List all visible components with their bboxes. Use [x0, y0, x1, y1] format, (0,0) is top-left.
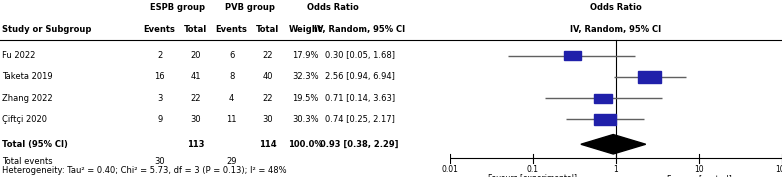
Text: Çiftçi 2020: Çiftçi 2020 [2, 115, 47, 124]
Text: 8: 8 [229, 73, 235, 81]
Text: 1: 1 [613, 165, 619, 174]
Text: 0.30 [0.05, 1.68]: 0.30 [0.05, 1.68] [325, 51, 395, 60]
Text: Favours [experimental]: Favours [experimental] [488, 174, 577, 177]
Polygon shape [581, 135, 646, 154]
FancyBboxPatch shape [564, 51, 581, 60]
Text: Odds Ratio: Odds Ratio [590, 4, 642, 12]
Text: 30.3%: 30.3% [292, 115, 319, 124]
Text: 114: 114 [259, 140, 276, 149]
Text: Weight: Weight [289, 25, 323, 34]
Text: 30: 30 [190, 115, 201, 124]
FancyBboxPatch shape [594, 94, 612, 103]
Text: 2: 2 [157, 51, 162, 60]
Text: PVB group: PVB group [224, 4, 274, 12]
Text: Total: Total [256, 25, 279, 34]
Text: 20: 20 [190, 51, 201, 60]
Text: Events: Events [144, 25, 176, 34]
Text: 30: 30 [154, 157, 165, 165]
Text: 16: 16 [154, 73, 165, 81]
Text: Events: Events [216, 25, 248, 34]
Text: Taketa 2019: Taketa 2019 [2, 73, 53, 81]
Text: 22: 22 [262, 51, 273, 60]
Text: 6: 6 [229, 51, 235, 60]
Text: 113: 113 [187, 140, 204, 149]
Text: 0.01: 0.01 [441, 165, 458, 174]
Text: Study or Subgroup: Study or Subgroup [2, 25, 91, 34]
Text: 17.9%: 17.9% [292, 51, 319, 60]
Text: 41: 41 [190, 73, 201, 81]
Text: 0.71 [0.14, 3.63]: 0.71 [0.14, 3.63] [325, 94, 395, 103]
Text: ESPB group: ESPB group [150, 4, 205, 12]
Text: 40: 40 [262, 73, 273, 81]
FancyBboxPatch shape [594, 113, 616, 125]
Text: Favours [control]: Favours [control] [666, 174, 731, 177]
Text: 0.74 [0.25, 2.17]: 0.74 [0.25, 2.17] [325, 115, 395, 124]
Text: Total (95% CI): Total (95% CI) [2, 140, 68, 149]
Text: 0.93 [0.38, 2.29]: 0.93 [0.38, 2.29] [321, 140, 399, 149]
Text: 22: 22 [262, 94, 273, 103]
Text: 100: 100 [775, 165, 782, 174]
Text: Fu 2022: Fu 2022 [2, 51, 36, 60]
Text: 11: 11 [226, 115, 237, 124]
Text: 22: 22 [190, 94, 201, 103]
Text: 2.56 [0.94, 6.94]: 2.56 [0.94, 6.94] [325, 73, 395, 81]
Text: Heterogeneity: Tau² = 0.40; Chi² = 5.73, df = 3 (P = 0.13); I² = 48%: Heterogeneity: Tau² = 0.40; Chi² = 5.73,… [2, 166, 287, 175]
Text: 10: 10 [694, 165, 704, 174]
Text: Total events: Total events [2, 157, 53, 165]
Text: 29: 29 [226, 157, 237, 165]
Text: Total: Total [184, 25, 207, 34]
Text: 0.1: 0.1 [527, 165, 539, 174]
Text: 32.3%: 32.3% [292, 73, 319, 81]
Text: 9: 9 [157, 115, 162, 124]
Text: IV, Random, 95% CI: IV, Random, 95% CI [314, 25, 405, 34]
Text: 4: 4 [229, 94, 234, 103]
Text: 100.0%: 100.0% [289, 140, 323, 149]
Text: 19.5%: 19.5% [292, 94, 319, 103]
FancyBboxPatch shape [638, 71, 662, 83]
Text: Zhang 2022: Zhang 2022 [2, 94, 53, 103]
Text: 3: 3 [157, 94, 163, 103]
Text: IV, Random, 95% CI: IV, Random, 95% CI [570, 25, 662, 34]
Text: 30: 30 [262, 115, 273, 124]
Text: Odds Ratio: Odds Ratio [307, 4, 359, 12]
